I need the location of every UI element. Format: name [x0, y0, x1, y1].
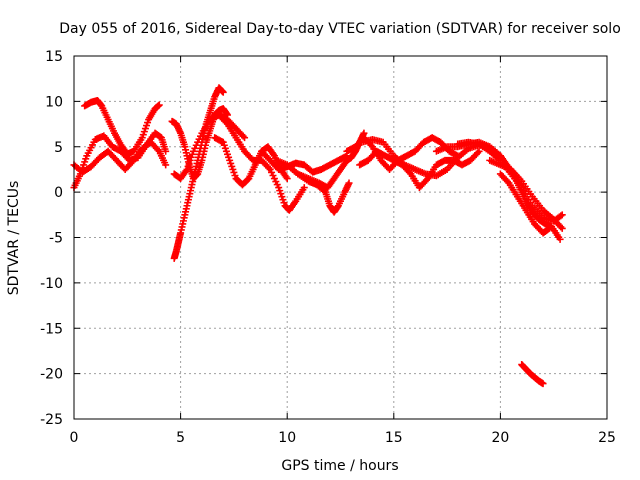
y-tick-label: -5: [49, 231, 63, 247]
series-arc-9: [258, 147, 351, 176]
y-tick-label: 10: [45, 94, 63, 110]
x-tick-label: 25: [598, 430, 616, 446]
data-point: [300, 184, 308, 192]
y-axis-label: SDTVAR / TECUs: [6, 181, 22, 296]
series-arc-3: [70, 138, 170, 176]
data-point: [557, 212, 565, 220]
x-tick-label: 5: [176, 430, 185, 446]
series-arc-18: [496, 170, 553, 237]
data-point: [162, 161, 170, 169]
data-point: [558, 211, 566, 219]
y-tick-label: 0: [54, 185, 63, 201]
data-point: [155, 101, 163, 109]
data-point: [345, 179, 353, 187]
data-point: [475, 147, 483, 155]
data-point: [222, 119, 230, 127]
grid-lines: [74, 56, 607, 419]
series-arc-17: [486, 156, 566, 232]
data-point: [219, 88, 227, 96]
data-point: [474, 149, 482, 157]
x-tick-label: 10: [278, 430, 296, 446]
y-tick-label: -10: [40, 276, 63, 292]
data-point: [283, 175, 291, 183]
data-point: [265, 164, 273, 172]
data-point: [269, 150, 277, 158]
y-tick-label: -20: [40, 367, 63, 383]
chart-title: Day 055 of 2016, Sidereal Day-to-day VTE…: [59, 21, 621, 37]
data-point: [241, 134, 249, 142]
data-point: [504, 178, 512, 186]
y-tick-label: -25: [40, 412, 63, 428]
series-arc-19: [518, 361, 547, 388]
x-tick-label: 20: [491, 430, 509, 446]
data-point: [545, 224, 553, 232]
data-point: [539, 380, 547, 388]
data-point: [182, 167, 190, 175]
data-point: [154, 146, 162, 154]
data-point: [556, 235, 564, 243]
data-point: [558, 224, 566, 232]
x-tick-label: 0: [70, 430, 79, 446]
data-point: [422, 176, 430, 184]
data-point: [282, 173, 290, 181]
series-arc-2: [81, 96, 163, 158]
series-arc-8: [215, 111, 308, 214]
series-arc-14: [358, 135, 504, 180]
y-tick-label: 15: [45, 49, 63, 65]
data-point: [291, 199, 299, 207]
y-tick-label: -15: [40, 321, 63, 337]
axis-ticks: 0 5 10 15 20 25 -25 -20 -15 -10 -5 0 5 10 15: [40, 49, 616, 446]
data-point: [162, 147, 170, 155]
x-axis-label: GPS time / hours: [281, 458, 398, 474]
y-tick-label: 5: [54, 140, 63, 156]
x-tick-label: 15: [385, 430, 403, 446]
data-point: [557, 223, 565, 231]
data-points: [70, 84, 566, 388]
data-point: [239, 132, 247, 140]
